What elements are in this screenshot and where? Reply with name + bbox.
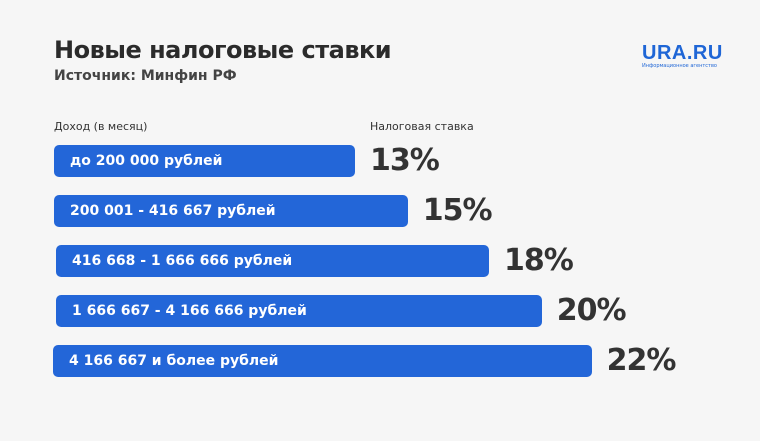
rate-label-4: 20%: [556, 293, 627, 328]
income-column-header: Доход (в месяц): [54, 120, 148, 133]
bar-4: 1 666 667 - 4 166 666 рублей: [56, 295, 542, 327]
logo-text: URA.RU: [642, 42, 723, 64]
page-title: Новые налоговые ставки: [54, 36, 392, 64]
bar-5: 4 166 667 и более рублей: [53, 345, 592, 377]
ura-ru-logo: URA.RU Информационное агентство: [642, 42, 723, 69]
bar-1: до 200 000 рублей: [54, 145, 355, 177]
bar-2: 200 001 - 416 667 рублей: [54, 195, 408, 227]
source-subtitle: Источник: Минфин РФ: [54, 68, 237, 84]
rate-label-5: 22%: [606, 343, 677, 378]
logo-subtext: Информационное агентство: [642, 63, 717, 69]
rate-label-3: 18%: [504, 243, 574, 278]
bar-3: 416 668 - 1 666 666 рублей: [56, 245, 489, 277]
rate-label-1: 13%: [370, 143, 440, 178]
rate-column-header: Налоговая ставка: [370, 120, 474, 133]
rate-label-2: 15%: [422, 193, 493, 228]
